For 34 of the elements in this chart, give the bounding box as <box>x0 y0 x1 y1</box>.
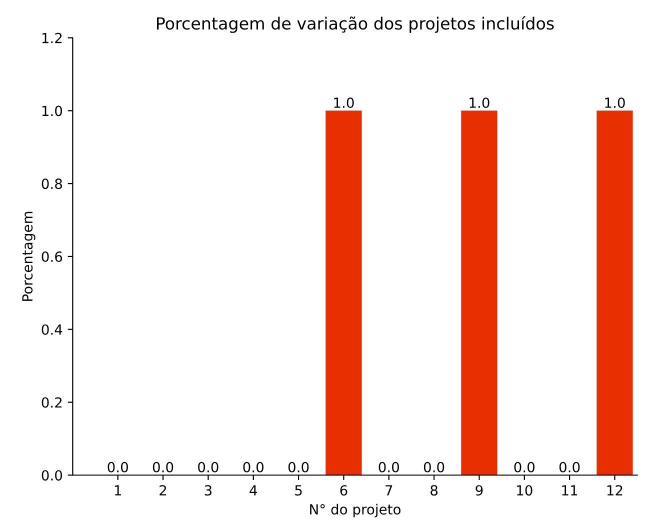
data-label: 1.0 <box>470 97 490 108</box>
data-label: 0.0 <box>108 462 128 472</box>
y-tick-label: 0.8 <box>42 178 62 190</box>
data-label: 1.0 <box>605 97 625 108</box>
data-label: 0.0 <box>514 462 535 472</box>
x-tick-label: 9 <box>476 485 483 496</box>
x-axis-title: N° do projeto <box>310 504 401 518</box>
x-tick-label: 5 <box>295 485 302 496</box>
chart-title: Porcentagem de variação dos projetos incluídos <box>157 16 554 33</box>
x-tick-label: 3 <box>204 485 212 496</box>
data-label: 0.0 <box>243 462 264 472</box>
data-label: 1.0 <box>334 97 354 108</box>
y-tick-label: 0.0 <box>42 470 62 481</box>
y-tick-label: 0.6 <box>42 251 62 262</box>
x-tick-label: 10 <box>517 485 532 496</box>
x-tick-label: 12 <box>607 485 622 496</box>
y-tick-label: 0.4 <box>42 324 62 335</box>
y-tick-label: 1.2 <box>42 32 62 44</box>
data-label: 0.0 <box>378 462 400 472</box>
y-tick-label: 1.0 <box>42 106 62 116</box>
y-axis-title: Porcentagem <box>22 212 36 301</box>
x-tick-label: 6 <box>340 485 348 496</box>
data-label: 0.0 <box>288 462 309 472</box>
x-tick-label: 1 <box>114 485 121 496</box>
data-label: 0.0 <box>559 462 580 472</box>
x-tick-label: 11 <box>562 485 578 496</box>
x-tick-label: 2 <box>160 485 166 496</box>
x-tick-label: 7 <box>386 485 392 496</box>
x-tick-label: 4 <box>250 485 258 496</box>
data-label: 0.0 <box>424 462 444 472</box>
x-tick-label: 8 <box>430 485 438 496</box>
data-label: 0.0 <box>198 462 218 472</box>
data-label: 0.0 <box>152 462 174 472</box>
y-tick-label: 0.2 <box>42 397 62 408</box>
